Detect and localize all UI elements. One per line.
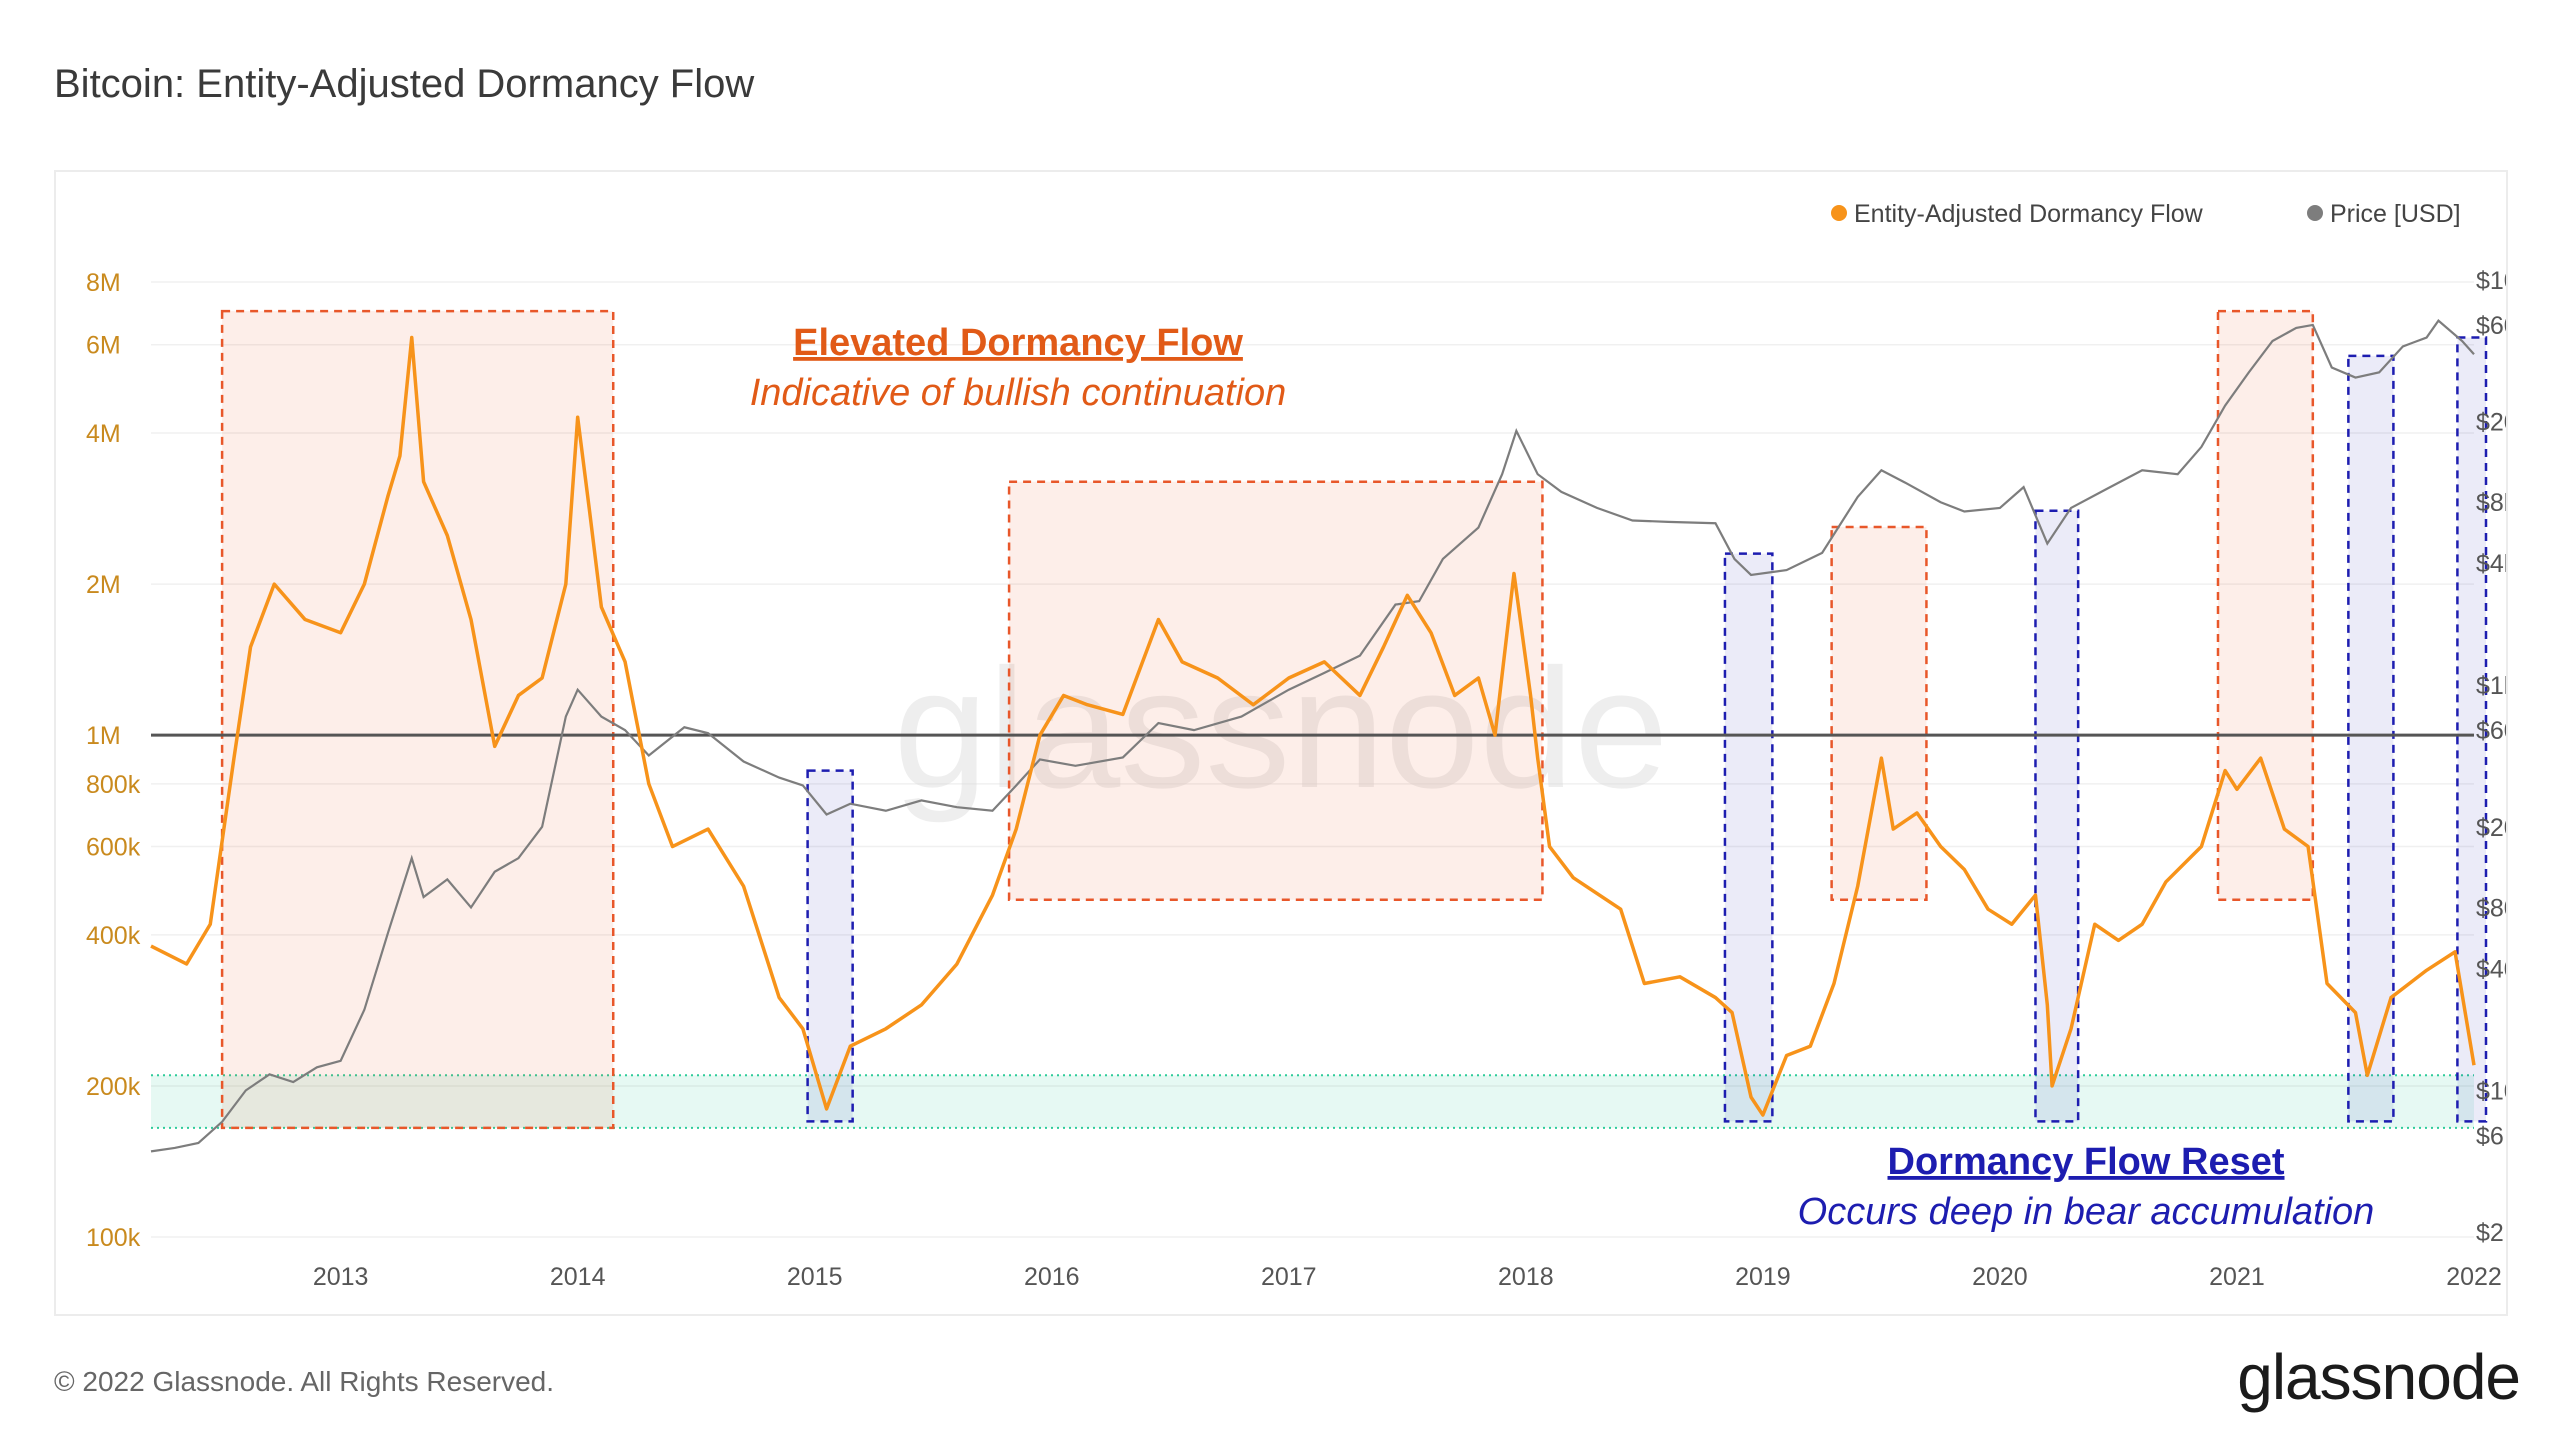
y-left-tick-label: 800k — [86, 771, 141, 799]
legend-label-dormancy: Entity-Adjusted Dormancy Flow — [1854, 200, 2204, 228]
x-tick-label: 2022 — [2446, 1263, 2502, 1291]
y-left-tick-label: 6M — [86, 332, 121, 360]
x-tick-label: 2019 — [1735, 1263, 1791, 1291]
y-right-tick-label: $60k — [2476, 312, 2506, 340]
chart-panel: glassnode 100k 200k 400k 600k 800k 1M 2M 4M 6M 8M $… — [54, 170, 2508, 1316]
elevated-flow-box — [220, 309, 615, 1130]
x-tick-label: 2020 — [1972, 1263, 2028, 1291]
elevated-flow-box — [2216, 309, 2315, 901]
legend-swatch-price — [2307, 205, 2323, 221]
x-tick-label: 2013 — [313, 1263, 369, 1291]
y-left-tick-label: 4M — [86, 420, 121, 448]
y-right-tick-label: $10 — [2476, 1077, 2506, 1105]
dormancy-flow-chart: glassnode 100k 200k 400k 600k 800k 1M 2M 4M 6M 8M $… — [86, 200, 2506, 1291]
y-right-tick-label: $40 — [2476, 955, 2506, 983]
elevated-flow-title: Elevated Dormancy Flow — [793, 322, 1243, 364]
legend-swatch-dormancy — [1831, 205, 1847, 221]
reset-flow-subtitle: Occurs deep in bear accumulation — [1798, 1191, 2375, 1233]
glassnode-logo: glassnode — [2237, 1341, 2521, 1413]
x-tick-label: 2016 — [1024, 1263, 1080, 1291]
y-right-tick-label: $4k — [2476, 550, 2506, 578]
elevated-flow-box — [1830, 525, 1928, 901]
y-left-tick-label: 400k — [86, 922, 141, 950]
y-right-tick-label: $600 — [2476, 717, 2506, 745]
y-left-tick-label: 200k — [86, 1073, 141, 1101]
accumulation-band — [151, 1075, 2474, 1128]
y-right-tick-label: $6 — [2476, 1122, 2504, 1150]
reset-flow-box — [2034, 509, 2080, 1123]
y-right-tick-label: $8k — [2476, 489, 2506, 517]
x-tick-label: 2021 — [2209, 1263, 2265, 1291]
reset-flow-box — [1723, 552, 1774, 1123]
y-left-tick-label: 1M — [86, 722, 121, 750]
y-left-tick-label: 2M — [86, 571, 121, 599]
copyright-text: © 2022 Glassnode. All Rights Reserved. — [54, 1366, 555, 1397]
legend-label-price: Price [USD] — [2330, 200, 2461, 228]
y-left-tick-label: 8M — [86, 269, 121, 297]
x-tick-label: 2014 — [550, 1263, 606, 1291]
y-right-tick-label: $100k — [2476, 267, 2506, 295]
dormancy-flow-series-line — [150, 335, 2476, 1117]
reset-flow-box — [2347, 354, 2395, 1123]
y-right-tick-label: $20k — [2476, 409, 2506, 437]
y-right-tick-label: $1k — [2476, 672, 2506, 700]
price-series-line — [150, 319, 2475, 1153]
y-right-tick-label: $200 — [2476, 814, 2506, 842]
y-left-tick-label: 100k — [86, 1224, 141, 1252]
x-tick-label: 2018 — [1498, 1263, 1554, 1291]
reset-flow-title: Dormancy Flow Reset — [1888, 1141, 2285, 1183]
y-left-tick-label: 600k — [86, 834, 141, 862]
x-tick-label: 2017 — [1261, 1263, 1317, 1291]
y-right-tick-label: $80 — [2476, 894, 2506, 922]
x-tick-label: 2015 — [787, 1263, 843, 1291]
watermark: glassnode — [893, 634, 1668, 824]
y-right-tick-label: $2 — [2476, 1219, 2504, 1247]
elevated-flow-subtitle: Indicative of bullish continuation — [750, 372, 1287, 414]
page-title: Bitcoin: Entity-Adjusted Dormancy Flow — [54, 62, 755, 106]
